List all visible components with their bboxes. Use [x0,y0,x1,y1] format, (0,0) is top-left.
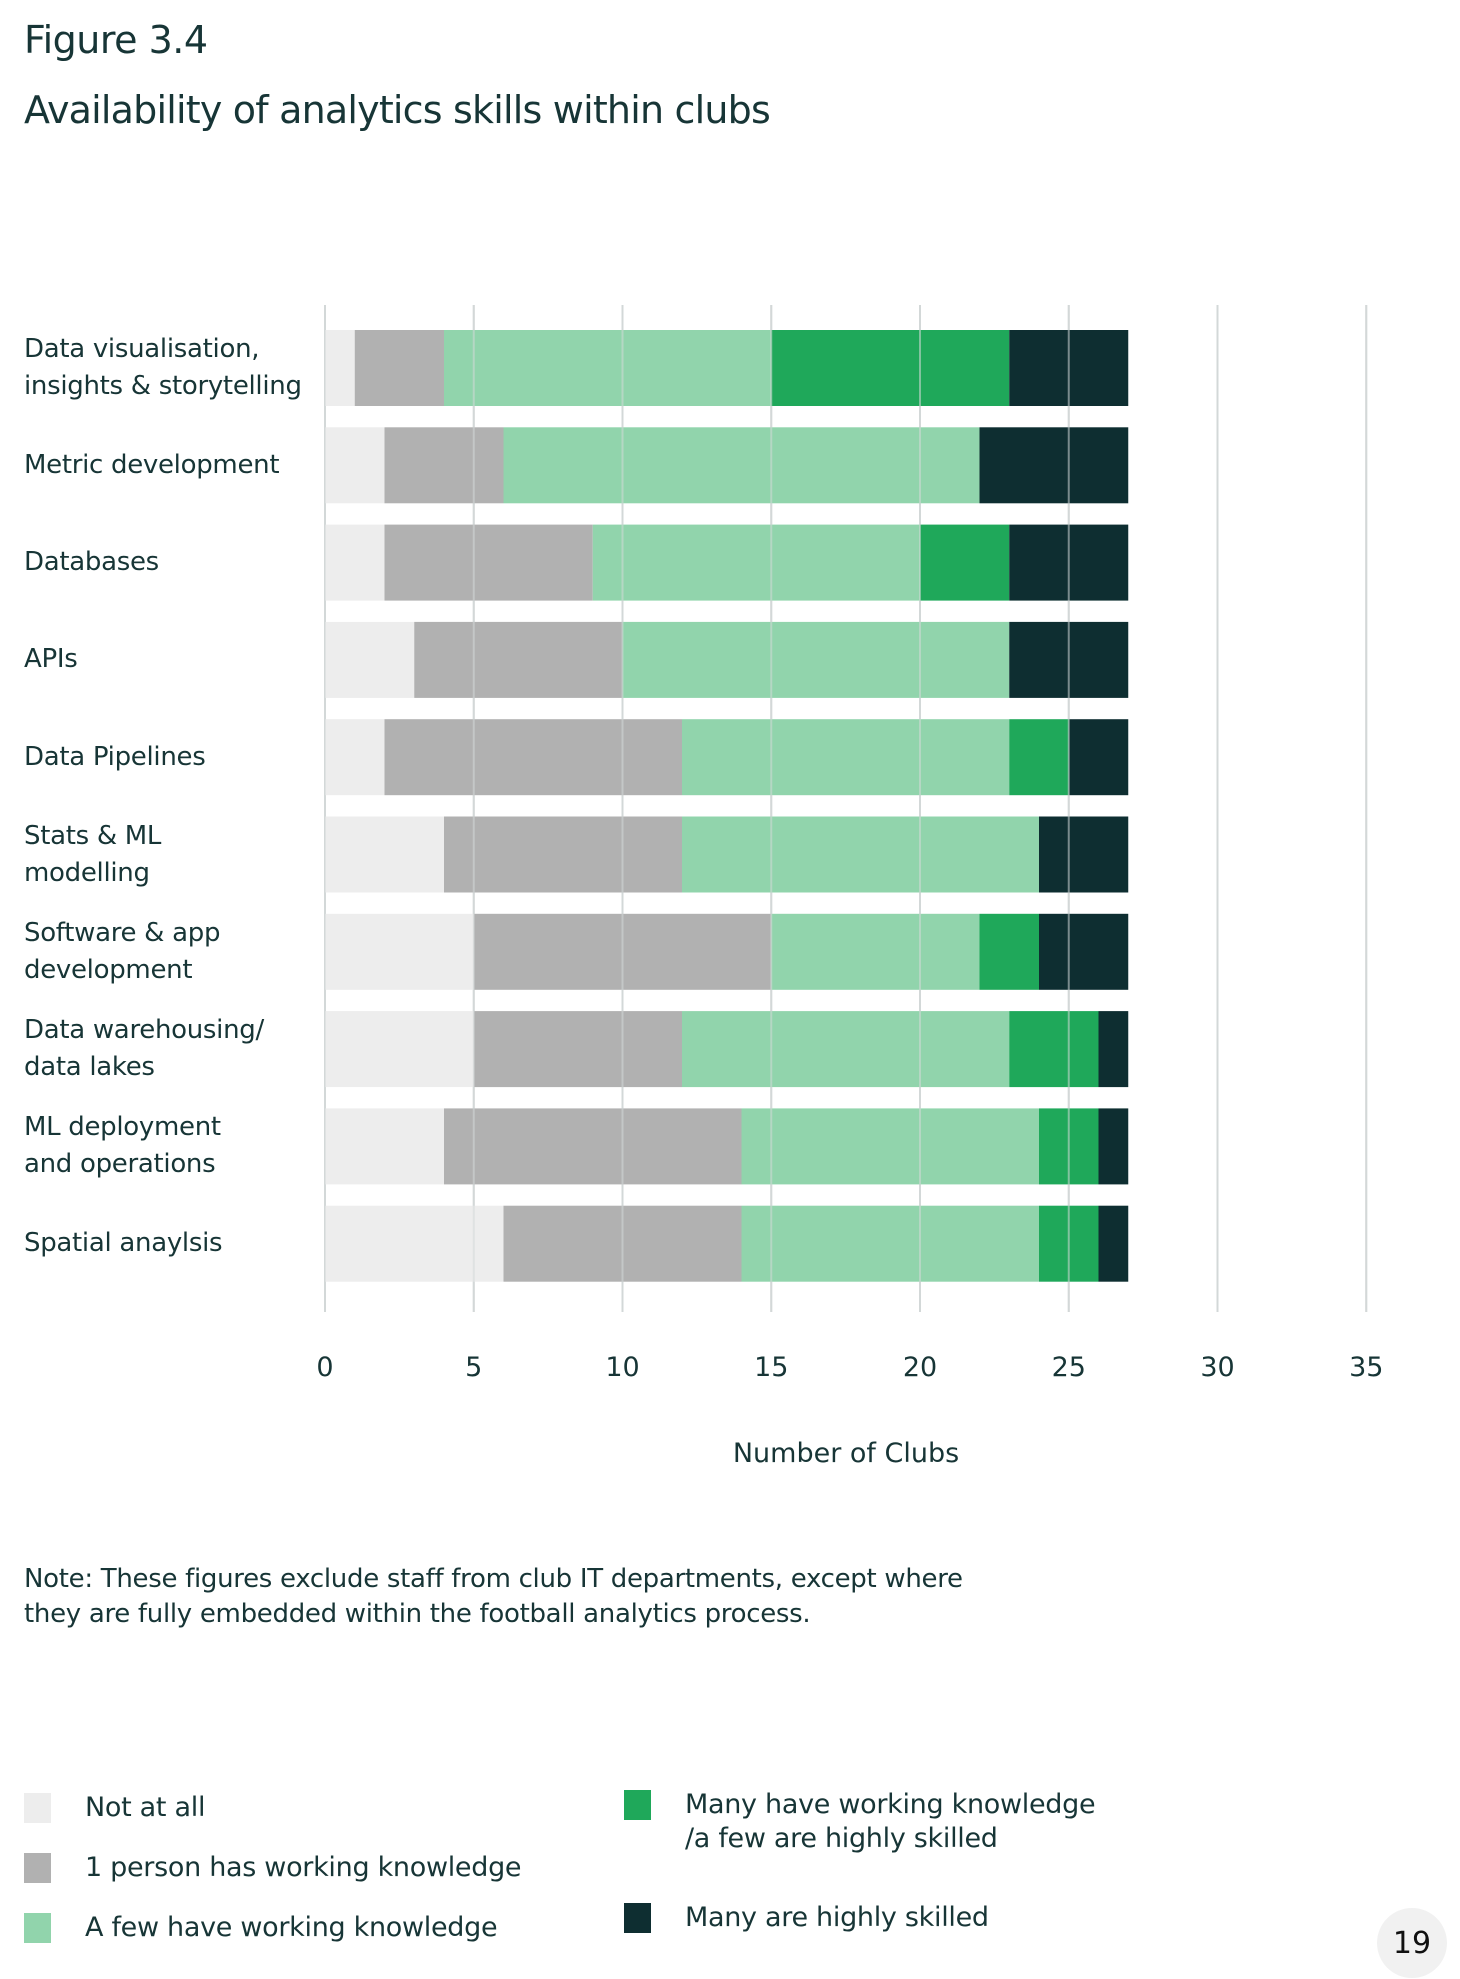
legend-item: 1 person has working knowledge [24,1851,522,1885]
x-axis-title: Number of Clubs [732,1438,960,1469]
bar-segment [473,1011,682,1088]
bar-segment [1068,719,1129,796]
bar-segment [771,330,1010,406]
bar-segment [1009,719,1069,796]
x-tick-label: 5 [465,1352,483,1383]
bar-segment [325,913,474,990]
bar-segment [325,719,385,796]
bar-segment [444,816,682,893]
bar-segment [1039,913,1129,990]
legend-item: Many have working knowledge /a few are h… [624,1788,1096,1856]
bar-segment [325,816,444,893]
x-tick-label: 35 [1349,1352,1384,1383]
legend-label: A few have working knowledge [85,1912,498,1943]
category-label: Software & app development [24,917,221,985]
bar-segment [741,1108,1039,1185]
category-label: Spatial anaylsis [24,1228,223,1259]
bar-segment [771,913,980,990]
bar-segment [1098,1108,1129,1185]
bar-segment [920,524,1010,601]
bar-segment [1098,1011,1129,1088]
bar-segment [354,330,444,406]
legend-label: Not at all [85,1792,206,1823]
bar-segment [325,524,385,601]
stacked-bar-chart [324,305,1368,1312]
legend-label: Many have working knowledge /a few are h… [685,1789,1096,1854]
x-tick-label: 30 [1200,1352,1235,1383]
bar-segment [622,621,1010,698]
bar-segment [384,719,682,796]
category-label: ML deployment and operations [24,1112,221,1180]
bar-segment [741,1205,1039,1282]
page-number: 19 [1377,1908,1447,1978]
bar-segment [325,1205,504,1282]
legend-label: Many are highly skilled [685,1902,989,1933]
bar-segment [979,913,1039,990]
bar-segment [384,427,504,504]
bar-segment [1039,816,1129,893]
bar-segment [682,1011,1010,1088]
legend-swatch [24,1793,51,1823]
legend-item: Not at all [24,1791,205,1825]
x-tick-label: 15 [754,1352,789,1383]
bar-segment [592,524,920,601]
legend-label: 1 person has working knowledge [85,1852,522,1883]
category-label: APIs [24,644,78,675]
x-tick-label: 20 [902,1352,938,1383]
legend-swatch [624,1790,651,1820]
legend-swatch [624,1903,651,1933]
bar-segment [1098,1205,1129,1282]
bar-segment [325,427,385,504]
bars [325,330,1129,1282]
category-label: Data warehousing/ data lakes [24,1015,264,1083]
bar-segment [325,1011,474,1088]
bar-segment [682,719,1010,796]
bar-segment [325,330,355,406]
chart-title: Availability of analytics skills within … [24,88,771,132]
x-tick-label: 0 [316,1352,334,1383]
bar-segment [444,1108,742,1185]
figure-label: Figure 3.4 [24,18,208,62]
bar-segment [979,427,1129,504]
legend-swatch [24,1853,51,1883]
bar-segment [414,621,623,698]
chart-note: Note: These figures exclude staff from c… [24,1564,963,1629]
bar-segment [682,816,1039,893]
bar-segment [384,524,593,601]
category-label: Databases [24,547,159,578]
legend-swatch [24,1913,51,1943]
category-label: Data Pipelines [24,741,206,772]
bar-segment [444,330,772,406]
x-tick-label: 25 [1051,1352,1086,1383]
gridlines-overlay [324,305,1368,1312]
bar-segment [1009,1011,1099,1088]
x-tick-label: 10 [605,1352,640,1383]
legend-item: A few have working knowledge [24,1911,498,1945]
bar-segment [325,1108,444,1185]
category-label: Data visualisation, insights & storytell… [24,334,302,401]
category-label: Metric development [24,449,280,480]
bar-segment [325,621,415,698]
bar-segment [503,427,980,504]
legend-item: Many are highly skilled [624,1901,989,1935]
category-label: Stats & ML modelling [24,820,162,888]
